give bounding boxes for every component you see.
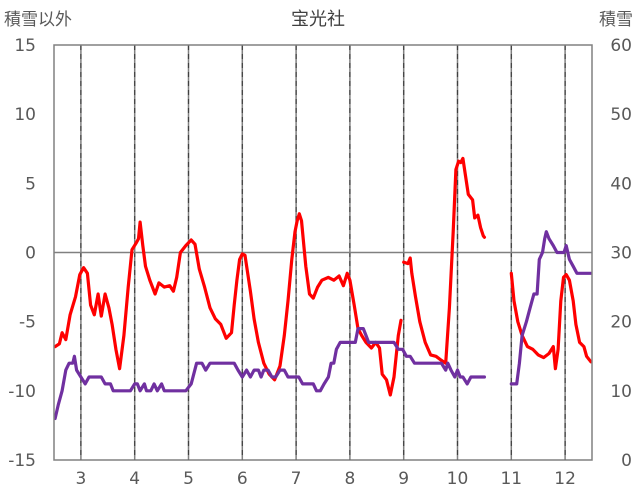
x-tick-label: 7 (291, 469, 302, 489)
y-left-tick-label: -10 (8, 382, 36, 402)
y-right-tick-label: 20 (610, 313, 632, 333)
y-right-tick-label: 10 (610, 382, 632, 402)
y-right-tick-label: 50 (610, 105, 632, 125)
y-right-tick-label: 0 (621, 451, 632, 471)
y-right-tick-label: 60 (610, 36, 632, 56)
series-line-2 (509, 230, 593, 386)
y-left-tick-label: 5 (25, 174, 36, 194)
plot-border (53, 44, 593, 461)
chart-title: 宝光社 (291, 9, 345, 30)
y-left-tick-label: 10 (14, 105, 36, 125)
x-tick-label: 4 (129, 469, 140, 489)
left-axis-label: 積雪以外 (4, 10, 72, 30)
series-line-1 (509, 271, 593, 371)
x-tick-label: 10 (447, 469, 469, 489)
x-tick-label: 12 (554, 469, 576, 489)
x-tick-label: 6 (237, 469, 248, 489)
x-tick-label: 3 (75, 469, 86, 489)
y-right-tick-label: 40 (610, 174, 632, 194)
series-line-2 (53, 327, 486, 421)
series-lines (53, 156, 593, 421)
y-left-tick-label: 0 (25, 244, 36, 264)
y-left-tick-label: 15 (14, 36, 36, 56)
y-left-tick-label: -5 (19, 313, 36, 333)
x-tick-label: 11 (500, 469, 522, 489)
y-right-tick-label: 30 (610, 244, 632, 264)
x-tick-label: 9 (398, 469, 409, 489)
x-tick-label: 5 (183, 469, 194, 489)
right-axis-label: 積雪 (599, 10, 633, 30)
grid-lines (54, 45, 592, 460)
y-left-tick-label: -15 (8, 451, 36, 471)
x-tick-label: 8 (344, 469, 355, 489)
series-line-1 (402, 156, 486, 365)
series-line-1 (53, 212, 403, 397)
plot-frame (53, 44, 593, 461)
